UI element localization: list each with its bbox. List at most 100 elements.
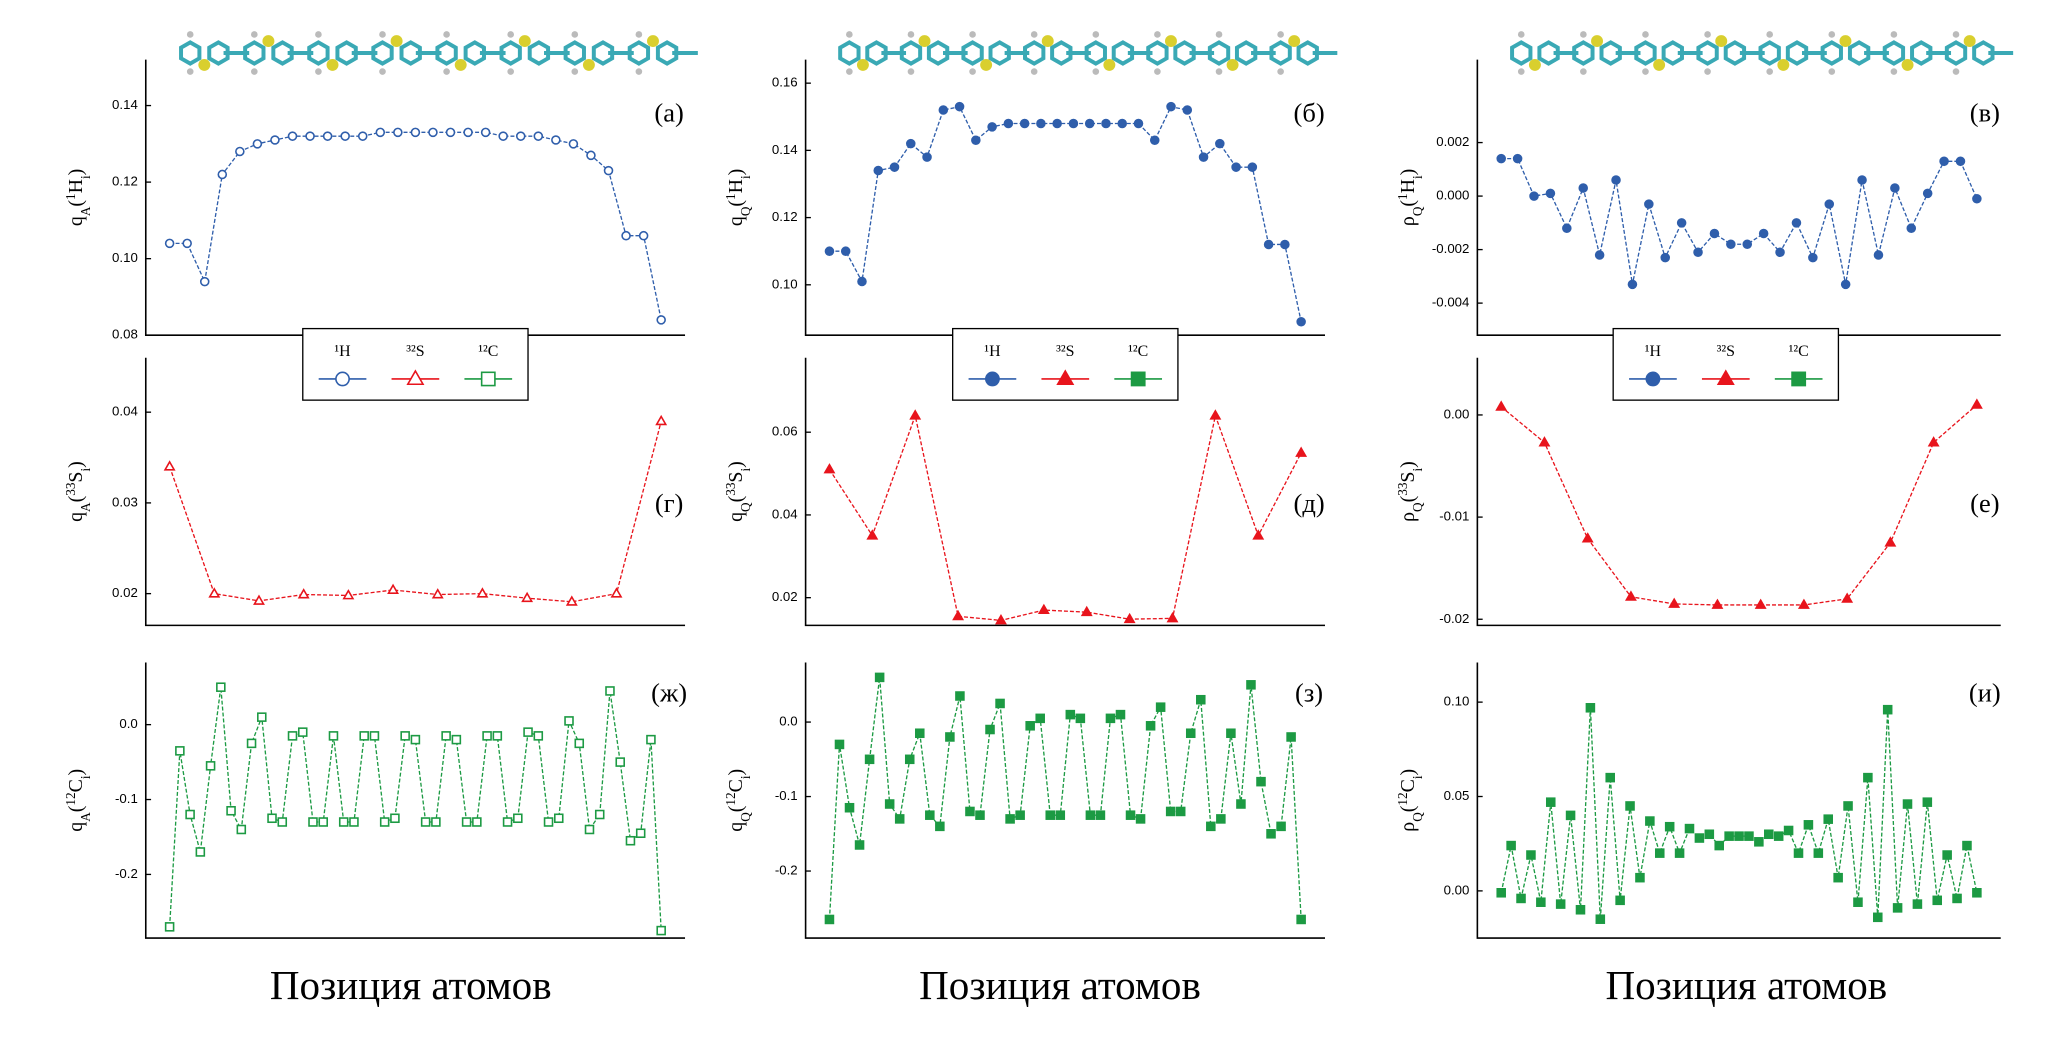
panel-label: (б) xyxy=(1294,97,1325,127)
marker xyxy=(1538,436,1551,447)
hydrogen xyxy=(443,31,450,38)
hydrogen xyxy=(1828,68,1836,75)
marker xyxy=(646,734,656,745)
marker xyxy=(985,724,995,735)
y-axis-label: qQ(1Hi) xyxy=(723,169,753,226)
panel-label: (а) xyxy=(654,97,683,127)
ring xyxy=(1910,40,1933,66)
y-axis-label: ρQ(12Ci) xyxy=(1394,769,1424,832)
marker xyxy=(1496,153,1506,164)
marker xyxy=(1824,199,1835,209)
marker xyxy=(1266,829,1276,839)
marker xyxy=(1286,732,1296,742)
sulfur xyxy=(1653,58,1666,71)
marker xyxy=(1808,252,1818,263)
marker xyxy=(1105,713,1116,724)
marker xyxy=(1857,175,1867,185)
ring xyxy=(1944,40,1968,66)
sulfur xyxy=(856,58,869,71)
marker xyxy=(1130,371,1146,387)
marker xyxy=(1035,713,1045,724)
marker xyxy=(277,817,288,827)
hydrogen xyxy=(635,31,643,38)
ring xyxy=(591,40,615,66)
ring xyxy=(499,40,522,66)
marker xyxy=(1654,848,1665,858)
legend-label: ¹²C xyxy=(1789,343,1809,360)
y-tick-label: 0.03 xyxy=(112,494,138,509)
y-label-part: ( xyxy=(1397,496,1419,503)
sulfur xyxy=(647,35,659,48)
hydrogen xyxy=(251,68,258,75)
y-tick-label: -0.2 xyxy=(775,863,798,878)
ring xyxy=(1510,40,1533,66)
marker xyxy=(252,139,263,149)
y-label-part: i xyxy=(1409,468,1424,472)
marker xyxy=(335,371,350,387)
marker xyxy=(1003,118,1014,129)
marker xyxy=(1972,888,1982,898)
legend-label: ¹H xyxy=(984,343,1000,360)
molecule-image xyxy=(179,31,698,75)
marker xyxy=(1843,801,1853,811)
hydrogen xyxy=(186,31,194,38)
marker xyxy=(216,682,226,692)
sulfur xyxy=(1103,58,1116,71)
marker xyxy=(1942,850,1952,860)
hydrogen xyxy=(507,68,515,75)
marker xyxy=(1565,810,1576,821)
y-label-part: ( xyxy=(65,200,87,207)
marker xyxy=(410,734,421,745)
marker xyxy=(1084,118,1095,129)
y-axis-label: qQ(33Si) xyxy=(723,461,753,522)
marker xyxy=(1716,369,1735,386)
y-label-part: 1 xyxy=(1394,193,1409,200)
y-label-part: i xyxy=(1409,175,1424,179)
ring xyxy=(1785,40,1809,66)
marker xyxy=(1668,597,1681,608)
marker xyxy=(938,105,949,115)
y-tick-label: 0.08 xyxy=(112,327,138,342)
legend-label: ¹H xyxy=(1645,343,1661,360)
ring xyxy=(1146,40,1169,66)
hydrogen xyxy=(1952,68,1960,75)
marker xyxy=(328,731,339,741)
hydrogen xyxy=(1517,31,1525,38)
hydrogen xyxy=(1092,31,1100,38)
ring xyxy=(1537,40,1560,66)
hydrogen xyxy=(907,68,915,75)
marker xyxy=(1734,831,1744,841)
marker xyxy=(1775,247,1785,258)
marker xyxy=(513,813,523,824)
ring xyxy=(527,40,551,66)
ring xyxy=(307,40,330,66)
legend-box xyxy=(302,327,529,401)
hydrogen xyxy=(846,31,853,38)
y-label-part: ) xyxy=(65,461,87,468)
marker xyxy=(308,817,318,827)
marker xyxy=(987,122,997,132)
marker xyxy=(428,127,438,138)
marker xyxy=(1793,848,1804,858)
marker xyxy=(1635,872,1645,883)
y-label-part: C xyxy=(725,779,747,792)
hydrogen xyxy=(1154,31,1161,38)
hydrogen xyxy=(1890,68,1898,75)
marker xyxy=(1711,598,1724,609)
panel-label: (г) xyxy=(655,488,684,518)
marker xyxy=(1764,829,1774,840)
hydrogen xyxy=(1890,31,1898,38)
marker xyxy=(1133,118,1144,129)
legend-label: ³²S xyxy=(1717,343,1735,360)
marker xyxy=(1840,279,1851,290)
y-tick-label: 0.05 xyxy=(1444,788,1470,803)
ring xyxy=(463,40,486,66)
marker xyxy=(894,814,905,824)
marker xyxy=(952,609,965,621)
hydrogen xyxy=(186,68,194,75)
marker xyxy=(1581,532,1594,543)
sulfur xyxy=(390,35,403,48)
marker xyxy=(1754,598,1767,609)
marker xyxy=(287,131,298,141)
y-label-part: i xyxy=(78,775,93,779)
